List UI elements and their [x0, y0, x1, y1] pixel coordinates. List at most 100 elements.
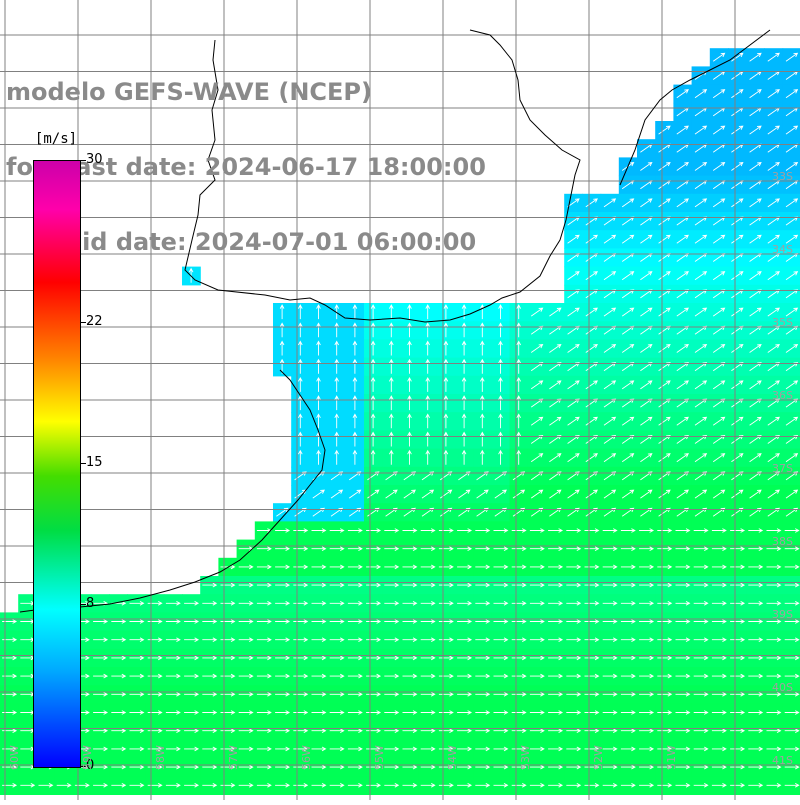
wind-arrow: [275, 564, 291, 570]
wind-arrow: [311, 582, 327, 588]
wind-arrow: [311, 692, 327, 697]
wind-arrow: [311, 764, 327, 770]
wind-arrow: [347, 546, 363, 551]
wind-arrow: [202, 655, 218, 661]
wind-arrow: [111, 710, 127, 715]
wind-arrow: [493, 564, 509, 570]
wind-arrow: [694, 343, 708, 353]
wind-arrow: [567, 271, 580, 281]
wind-arrow: [347, 710, 363, 715]
wind-arrow: [566, 673, 582, 679]
wind-arrow: [711, 546, 727, 551]
wind-arrow: [498, 395, 503, 411]
wind-arrow: [621, 380, 635, 390]
wind-arrow: [585, 380, 598, 390]
wind-arrow: [785, 343, 799, 353]
wind-arrow: [457, 601, 473, 606]
wind-arrow: [784, 655, 800, 661]
wind-arrow: [93, 710, 109, 715]
wind-arrow: [347, 564, 363, 570]
wind-arrow: [334, 395, 339, 411]
wind-arrow: [767, 489, 780, 499]
wind-arrow: [256, 582, 272, 588]
wind-arrow: [457, 746, 473, 752]
wind-arrow: [584, 783, 600, 788]
wind-arrow: [2, 637, 18, 642]
wind-arrow: [238, 783, 254, 788]
wind-arrow: [238, 637, 254, 642]
wind-arrow: [749, 89, 762, 99]
wind-arrow: [498, 376, 503, 392]
wind-arrow: [731, 343, 744, 353]
wind-arrow: [129, 710, 145, 715]
colorbar-unit: [m/s]: [34, 131, 78, 147]
wind-arrow: [184, 673, 200, 679]
wind-arrow: [584, 710, 600, 715]
wind-arrow: [731, 89, 744, 99]
wind-arrow: [767, 52, 780, 62]
wind-arrow: [402, 710, 418, 715]
wind-arrow: [784, 764, 800, 770]
wind-arrow: [566, 746, 582, 752]
wind-arrow: [316, 413, 321, 429]
wind-arrow: [516, 395, 521, 411]
wind-arrow: [530, 307, 544, 317]
wind-arrow: [275, 783, 291, 788]
wind-arrow: [675, 619, 691, 624]
wind-arrow: [457, 710, 473, 715]
wind-arrow: [129, 655, 145, 661]
wind-arrow: [784, 637, 800, 642]
wind-arrow: [111, 728, 127, 733]
wind-arrow: [298, 358, 303, 374]
wind-arrow: [457, 728, 473, 733]
wind-arrow: [676, 234, 689, 244]
map-title: modelo GEFS-WAVE (NCEP) forecast date: 2…: [6, 30, 486, 280]
wind-arrow: [438, 564, 454, 570]
wind-arrow: [220, 582, 236, 588]
wind-arrow: [111, 692, 127, 697]
wind-arrow: [366, 783, 382, 788]
wind-arrow: [584, 619, 600, 624]
wind-arrow: [603, 198, 617, 208]
wind-arrow: [694, 307, 708, 317]
wind-arrow: [785, 453, 799, 463]
wind-arrow: [389, 395, 394, 411]
latitude-label: 33S: [772, 170, 793, 183]
wind-arrow: [567, 453, 580, 463]
wind-arrow: [293, 601, 309, 606]
wind-arrow: [693, 528, 709, 533]
wind-arrow: [711, 692, 727, 697]
wind-arrow: [676, 416, 689, 426]
wind-arrow: [370, 358, 376, 374]
wind-arrow: [675, 710, 691, 715]
wind-arrow: [620, 655, 636, 661]
wind-arrow: [567, 307, 580, 317]
wind-arrow: [585, 343, 598, 353]
wind-arrow: [165, 710, 181, 715]
wind-arrow: [147, 728, 163, 733]
wind-arrow: [384, 528, 400, 533]
wind-arrow: [370, 304, 376, 320]
wind-arrow: [584, 601, 600, 606]
wind-arrow: [530, 343, 544, 353]
wind-arrow: [420, 528, 436, 533]
wind-arrow: [621, 362, 635, 372]
wind-arrow: [475, 710, 491, 715]
wind-arrow: [693, 692, 709, 697]
wind-arrow: [311, 637, 327, 642]
wind-arrow: [165, 673, 181, 679]
wind-arrow: [402, 655, 418, 661]
wind-arrow: [384, 655, 400, 661]
wind-arrow: [457, 783, 473, 788]
wind-arrow: [425, 376, 430, 392]
wind-arrow: [529, 528, 545, 533]
wind-arrow: [498, 431, 503, 447]
wind-arrow: [712, 343, 726, 353]
longitude-label: 51W: [665, 745, 678, 770]
wind-arrow: [367, 489, 380, 499]
wind-arrow: [316, 358, 321, 374]
wind-arrow: [676, 161, 689, 171]
wind-arrow: [730, 655, 746, 661]
wind-arrow: [202, 692, 218, 697]
wind-arrow: [711, 728, 727, 733]
